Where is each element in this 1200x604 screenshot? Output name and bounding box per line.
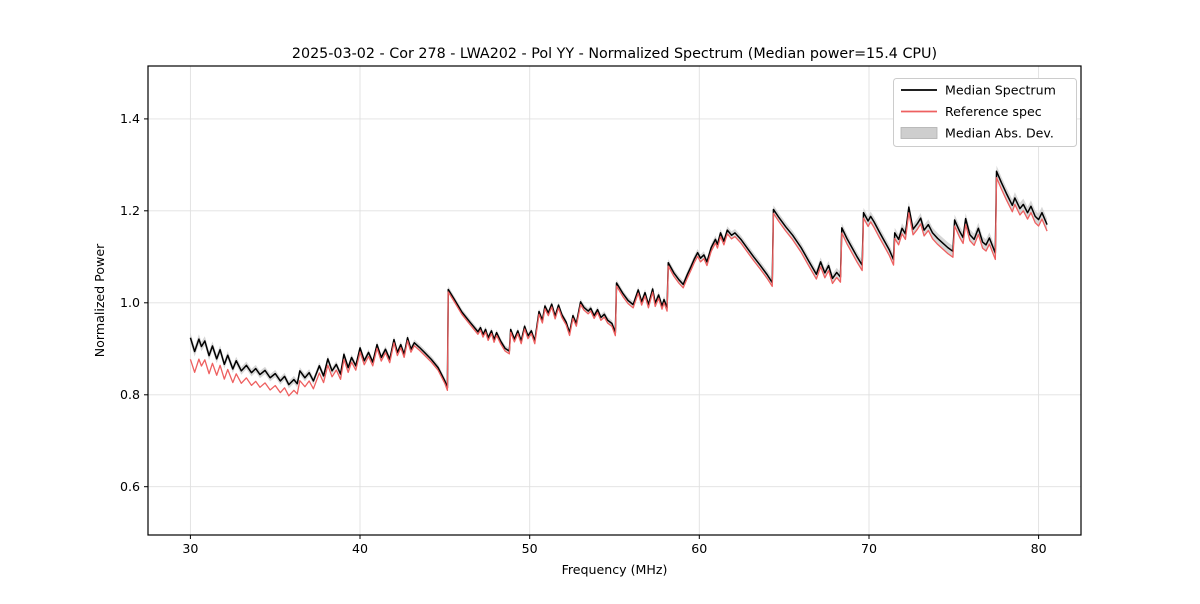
y-tick-label: 1.0 (120, 295, 140, 310)
axes-layer: 30 40 50 60 70 80 0.6 0.8 1.0 1.2 1.4 (120, 65, 1082, 556)
chart-title: 2025-03-02 - Cor 278 - LWA202 - Pol YY -… (292, 46, 937, 62)
legend-entry-label: Median Spectrum (945, 82, 1056, 97)
x-tick-label: 60 (691, 541, 707, 556)
legend-box (893, 78, 1077, 147)
mad-band (190, 165, 1048, 392)
legend-entry-label: Median Abs. Dev. (945, 125, 1054, 140)
x-tick-label: 30 (182, 541, 198, 556)
x-axis-label: Frequency (MHz) (562, 562, 668, 577)
y-axis-label: Normalized Power (92, 243, 107, 357)
x-tick-label: 80 (1031, 541, 1047, 556)
y-tick-label: 0.8 (120, 387, 140, 402)
y-tick-label: 1.2 (120, 203, 140, 218)
legend: Median Spectrum Reference spec Median Abs.… (893, 78, 1077, 147)
axes-spines (147, 65, 1082, 536)
reference-spec-line (189, 176, 1048, 397)
series-layer (189, 165, 1048, 397)
x-tick-label: 40 (352, 541, 368, 556)
y-tick-label: 0.6 (120, 479, 140, 494)
median-spectrum-line (189, 170, 1048, 389)
y-tick-label: 1.4 (120, 111, 140, 126)
x-tick-label: 70 (861, 541, 877, 556)
legend-entry-label: Reference spec (945, 104, 1042, 119)
legend-marker-mad-band (900, 127, 938, 139)
x-tick-label: 50 (522, 541, 538, 556)
